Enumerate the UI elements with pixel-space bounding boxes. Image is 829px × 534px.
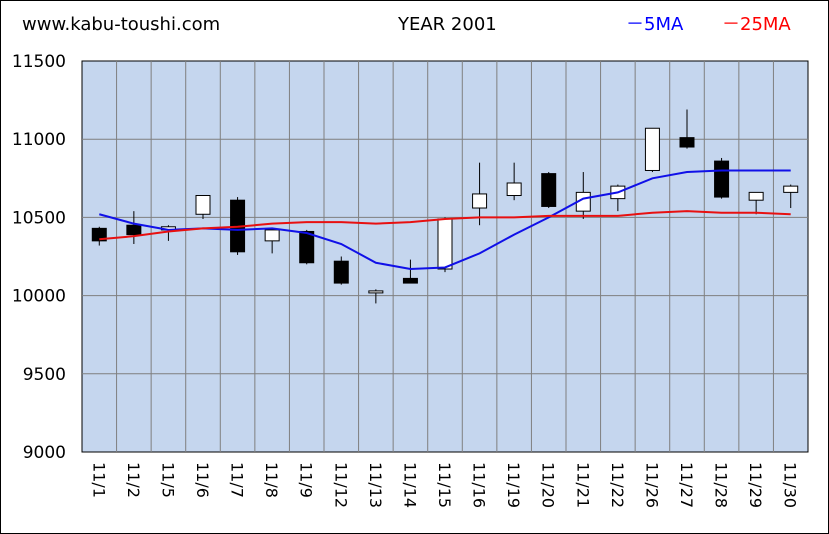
candle-body-up xyxy=(437,218,453,270)
legend-5ma: －5MA xyxy=(626,14,684,35)
x-tick-label: 11/14 xyxy=(400,462,419,508)
y-tick-label: 9000 xyxy=(23,443,66,463)
y-tick-label: 10000 xyxy=(12,287,66,307)
x-tick-label: 11/20 xyxy=(539,462,558,508)
x-tick-label: 11/30 xyxy=(781,462,800,508)
candle-body-up xyxy=(195,195,211,215)
candle-body-down xyxy=(333,260,349,284)
legend-25ma: －25MA xyxy=(722,14,791,35)
y-tick-label: 10500 xyxy=(12,208,66,228)
candle-body-up xyxy=(368,290,384,294)
candle-body-down xyxy=(91,227,107,242)
candle xyxy=(333,256,349,285)
x-tick-label: 11/21 xyxy=(573,462,592,508)
x-tick-label: 11/7 xyxy=(228,462,247,498)
candle xyxy=(783,184,799,209)
candle-body-up xyxy=(748,191,764,201)
candle xyxy=(644,127,660,173)
candle xyxy=(264,228,280,254)
candle xyxy=(299,229,315,265)
candle-body-down xyxy=(402,277,418,284)
x-tick-label: 11/5 xyxy=(158,462,177,498)
x-tick-label: 11/8 xyxy=(262,462,281,498)
x-tick-label: 11/22 xyxy=(608,462,627,508)
candle xyxy=(541,172,557,209)
candle xyxy=(472,162,488,226)
candle xyxy=(368,289,384,304)
candle-body-up xyxy=(783,185,799,193)
x-tick-label: 11/2 xyxy=(124,462,143,498)
candle-body-down xyxy=(541,173,557,207)
y-tick-label: 9500 xyxy=(23,365,66,385)
candle xyxy=(126,211,142,244)
candle xyxy=(679,109,695,149)
x-tick-label: 11/26 xyxy=(642,462,661,508)
y-tick-label: 11000 xyxy=(12,130,66,150)
x-tick-label: 11/28 xyxy=(712,462,731,508)
site-url: www.kabu-toushi.com xyxy=(22,14,221,35)
x-tick-label: 11/12 xyxy=(331,462,350,508)
candle-body-up xyxy=(506,182,522,197)
chart-title: YEAR 2001 xyxy=(398,14,497,35)
x-tick-label: 11/19 xyxy=(504,462,523,508)
ma-line-5ma xyxy=(99,169,791,271)
x-tick-label: 11/16 xyxy=(470,462,489,508)
candle-body-up xyxy=(472,193,488,209)
x-tick-label: 11/15 xyxy=(435,462,454,508)
candle xyxy=(437,217,453,273)
x-tick-label: 11/9 xyxy=(297,462,316,498)
candle xyxy=(748,191,764,215)
candle-body-up xyxy=(264,229,280,242)
x-tick-label: 11/29 xyxy=(746,462,765,508)
x-tick-label: 11/27 xyxy=(677,462,696,508)
candle xyxy=(714,157,730,199)
y-tick-label: 11500 xyxy=(12,52,66,72)
candle-body-down xyxy=(714,160,730,198)
candle-body-down xyxy=(679,137,695,148)
candle xyxy=(506,162,522,201)
candle-body-up xyxy=(644,127,660,171)
candle-body-down xyxy=(299,230,315,264)
ma-line-25ma xyxy=(99,210,791,241)
x-tick-label: 11/13 xyxy=(366,462,385,508)
x-tick-label: 11/6 xyxy=(193,462,212,498)
candle xyxy=(402,259,418,284)
candle xyxy=(195,195,211,219)
candle xyxy=(91,226,107,246)
candle-body-down xyxy=(126,224,142,236)
x-tick-label: 11/1 xyxy=(89,462,108,498)
